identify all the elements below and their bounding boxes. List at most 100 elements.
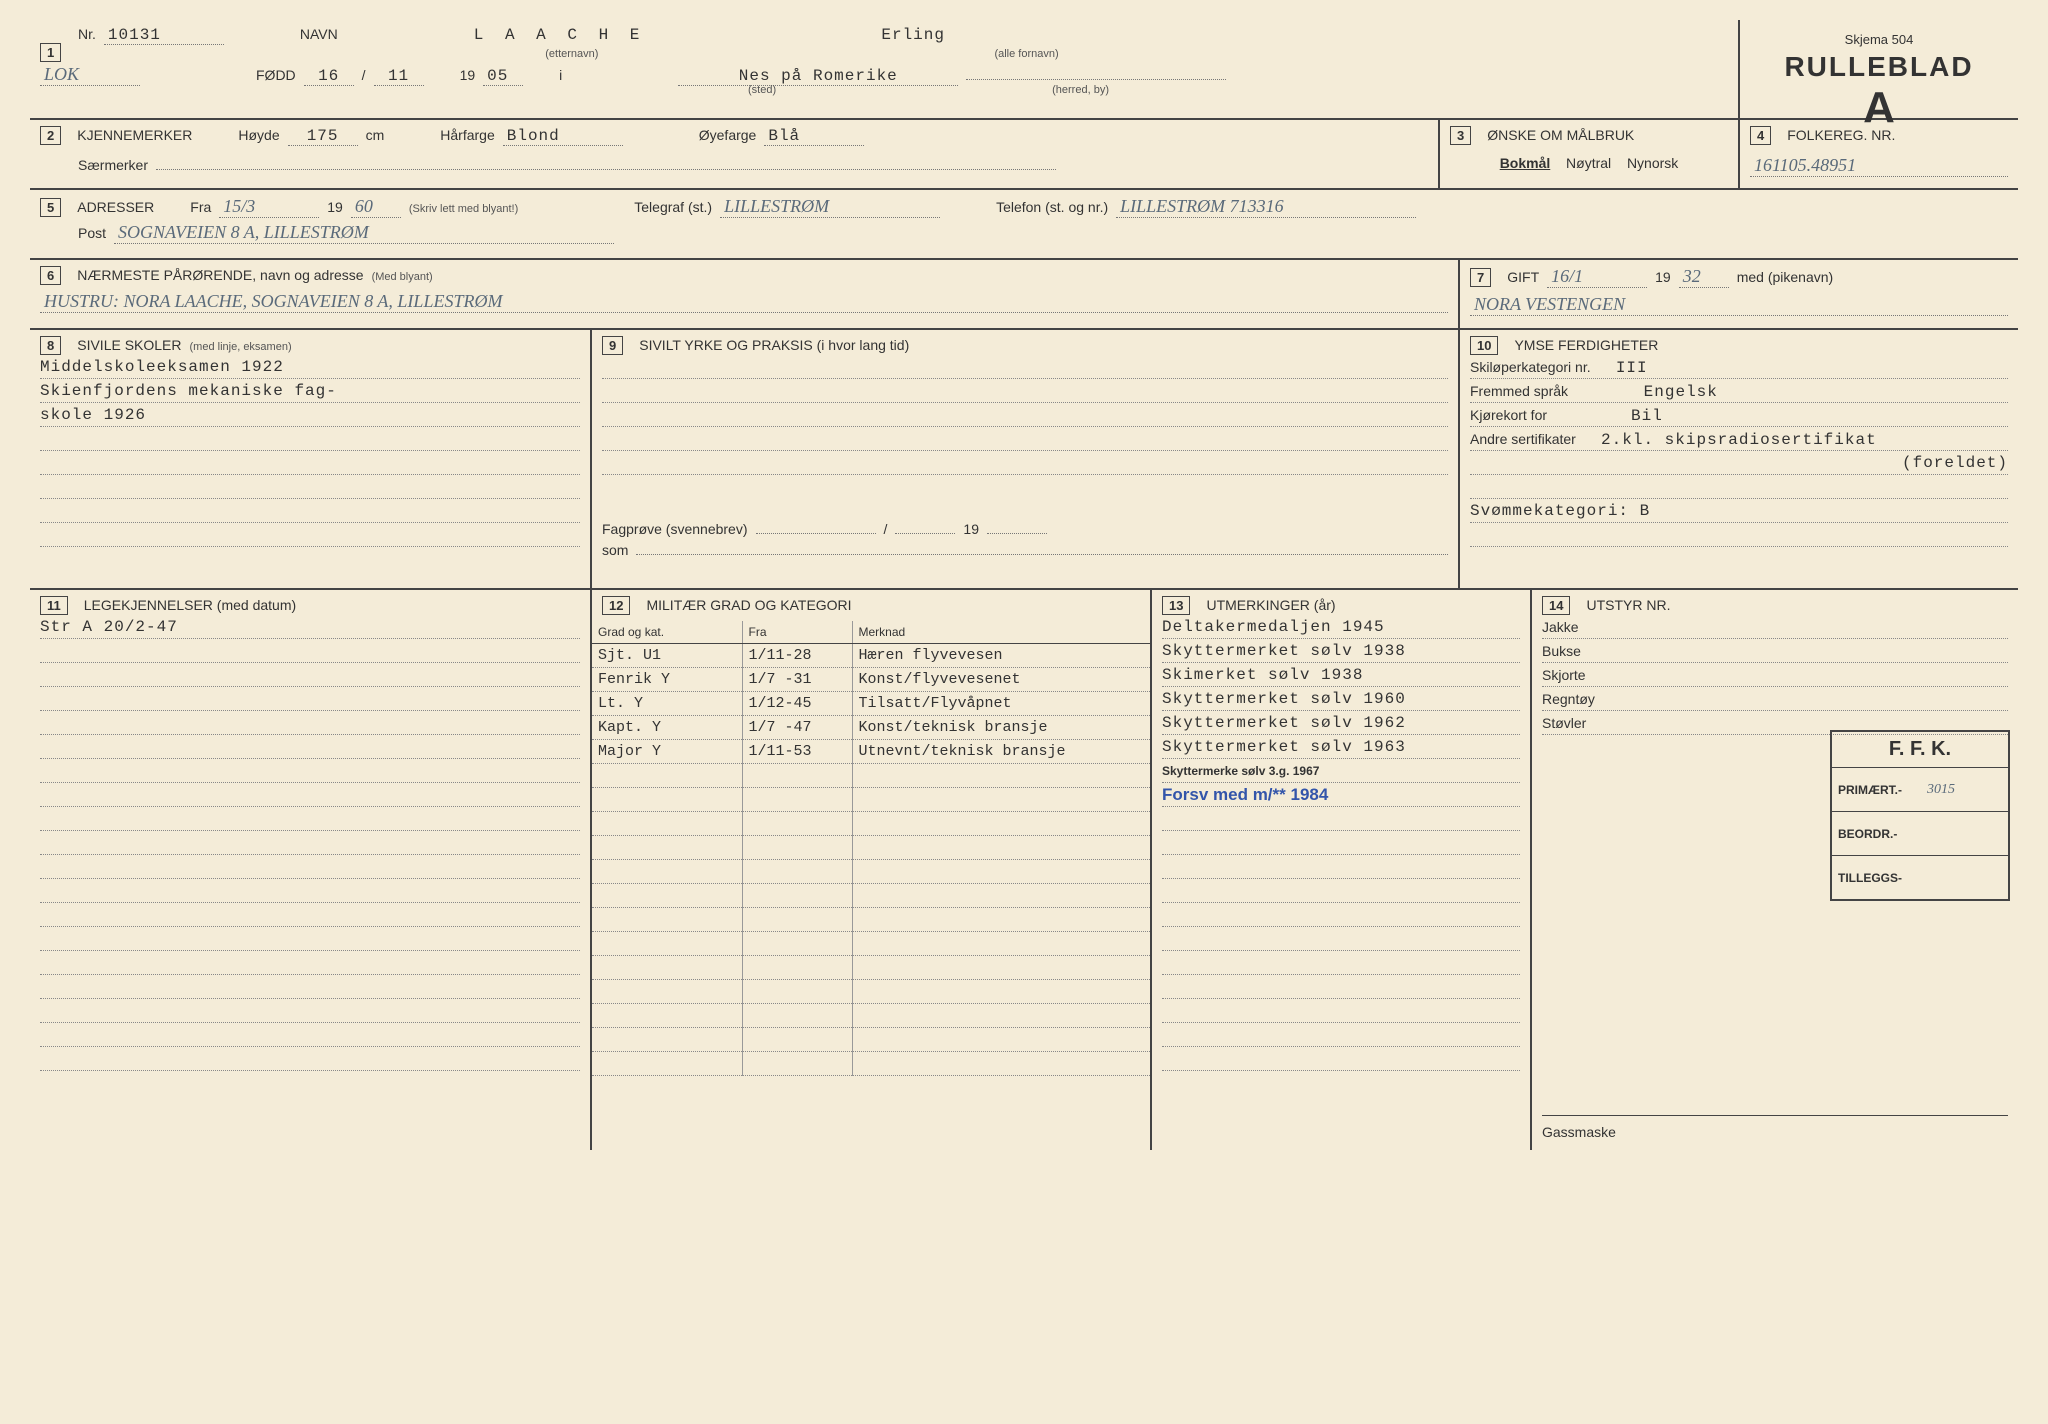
skjema: Skjema 504 — [1748, 32, 2010, 47]
oye-l: Øyefarge — [699, 127, 757, 143]
s6-note: (Med blyant) — [372, 271, 433, 283]
y19: 19 — [963, 521, 979, 537]
nr-label: Nr. — [78, 26, 96, 42]
tlf-l: Telefon (st. og nr.) — [996, 199, 1108, 215]
row-11-14: 11 LEGEKJENNELSER (med datum) Str A 20/2… — [30, 590, 2018, 1150]
th-fra: Fra — [742, 621, 852, 644]
med-l: med (pikenavn) — [1737, 269, 1834, 285]
post: SOGNAVEIEN 8 A, LILLESTRØM — [114, 222, 614, 244]
post-l: Post — [78, 225, 106, 241]
sted: Nes på Romerike — [678, 67, 958, 86]
s13-title: UTMERKINGER (år) — [1206, 597, 1335, 613]
box-9: 9 — [602, 336, 623, 355]
s3-bokmal: Bokmål — [1500, 155, 1551, 171]
fornavn-sub: (alle fornavn) — [994, 48, 1058, 60]
folkereg-nr: 161105.48951 — [1750, 155, 2008, 177]
box-12: 12 — [602, 596, 630, 615]
fodd-month: 11 — [374, 67, 424, 86]
som-l: som — [602, 542, 628, 558]
s7-val: NORA VESTENGEN — [1470, 294, 2008, 316]
s5-y: 60 — [351, 196, 401, 218]
fag-l: Fagprøve (svennebrev) — [602, 521, 748, 537]
section-10: 10 YMSE FERDIGHETER Skiløperkategori nr.… — [1458, 330, 2018, 588]
box-6: 6 — [40, 266, 61, 285]
section-2: 2 KJENNEMERKER Høyde 175 cm Hårfarge Blo… — [30, 120, 1438, 188]
s8-r0: Middelskoleeksamen 1922 — [40, 355, 580, 379]
s6-title: NÆRMESTE PÅRØRENDE, navn og adresse — [77, 267, 363, 283]
saer-l: Særmerker — [78, 157, 148, 173]
s8-title: SIVILE SKOLER — [77, 337, 181, 353]
tlf: LILLESTRØM 713316 — [1116, 196, 1416, 218]
row-8-10: 8 SIVILE SKOLER (med linje, eksamen) Mid… — [30, 330, 2018, 590]
box-8: 8 — [40, 336, 61, 355]
har: Blond — [503, 127, 623, 146]
box-10: 10 — [1470, 336, 1498, 355]
s3-title: ØNSKE OM MÅLBRUK — [1487, 127, 1634, 143]
s5-title: ADRESSER — [77, 199, 154, 215]
fodd-label: FØDD — [256, 67, 296, 83]
s7-y19: 19 — [1655, 269, 1671, 285]
section-14: 14 UTSTYR NR. Jakke Bukse Skjorte Regntø… — [1530, 590, 2018, 1150]
section-11: 11 LEGEKJENNELSER (med datum) Str A 20/2… — [30, 590, 590, 1150]
herred-sub: (herred, by) — [1052, 84, 1109, 96]
section-6: 6 NÆRMESTE PÅRØRENDE, navn og adresse (M… — [30, 260, 1458, 328]
fodd-day: 16 — [304, 67, 354, 86]
box-7: 7 — [1470, 268, 1491, 287]
s6-val: HUSTRU: NORA LAACHE, SOGNAVEIEN 8 A, LIL… — [40, 291, 1448, 313]
s8-sub: (med linje, eksamen) — [190, 341, 292, 353]
fra-l: Fra — [190, 199, 211, 215]
slash: / — [884, 521, 888, 537]
box-2: 2 — [40, 126, 61, 145]
s8-r1: Skienfjordens mekaniske fag- — [40, 379, 580, 403]
s8-r2: skole 1926 — [40, 403, 580, 427]
ffk-title: F. F. K. — [1832, 732, 2008, 767]
s11-r1: Str A 20/2-47 — [40, 615, 580, 639]
section-4: 4 FOLKEREG. NR. 161105.48951 — [1738, 120, 2018, 188]
s3-nynorsk: Nynorsk — [1627, 155, 1678, 171]
s7-title: GIFT — [1507, 269, 1539, 285]
s7-y: 32 — [1679, 266, 1729, 288]
box-4: 4 — [1750, 126, 1771, 145]
section-7: 7 GIFT 16/1 19 32 med (pikenavn) NORA VES… — [1458, 260, 2018, 328]
th-merknad: Merknad — [852, 621, 1150, 644]
th-grad: Grad og kat. — [592, 621, 742, 644]
hoyde: 175 — [288, 127, 358, 146]
navn-label: NAVN — [300, 26, 338, 42]
cm: cm — [366, 127, 385, 143]
s5-note: (Skriv lett med blyant!) — [409, 203, 518, 215]
section-9: 9 SIVILT YRKE OG PRAKSIS (i hvor lang ti… — [590, 330, 1458, 588]
etternavn-sub: (etternavn) — [545, 48, 598, 60]
section-13: 13 UTMERKINGER (år) Deltakermedaljen 194… — [1150, 590, 1530, 1150]
form-title: RULLEBLAD — [1748, 51, 2010, 83]
fodd-year: 05 — [483, 67, 523, 86]
box-14: 14 — [1542, 596, 1570, 615]
sted-sub: (sted) — [748, 84, 776, 96]
gassmaske: Gassmaske — [1542, 1124, 1616, 1140]
s9-title: SIVILT YRKE OG PRAKSIS (i hvor lang tid) — [639, 337, 909, 353]
etternavn: L A A C H E — [474, 26, 646, 44]
i-label: i — [559, 67, 562, 83]
rulleblad-card: Nr. 10131 NAVN L A A C H E Erling 1 (ett… — [30, 20, 2018, 1404]
box-1: 1 — [40, 43, 61, 62]
oye: Blå — [764, 127, 864, 146]
fra: 15/3 — [219, 196, 319, 218]
section-8: 8 SIVILE SKOLER (med linje, eksamen) Mid… — [30, 330, 590, 588]
section-12: 12 MILITÆR GRAD OG KATEGORI Grad og kat.… — [590, 590, 1150, 1150]
section-1: Nr. 10131 NAVN L A A C H E Erling 1 (ett… — [30, 20, 1738, 118]
s11-title: LEGEKJENNELSER (med datum) — [84, 597, 296, 613]
s3-noytral: Nøytral — [1558, 155, 1619, 171]
s10-title: YMSE FERDIGHETER — [1514, 337, 1658, 353]
box-5: 5 — [40, 198, 61, 217]
section-5: 5 ADRESSER Fra 15/3 1960 (Skriv lett med… — [30, 190, 2018, 260]
box-13: 13 — [1162, 596, 1190, 615]
s13-extra: Skyttermerke sølv 3.g. 1967 — [1162, 759, 1520, 783]
box-11: 11 — [40, 596, 68, 615]
s13-stamp: Forsv med m/** 1984 — [1162, 783, 1520, 807]
lok: LOK — [40, 64, 140, 86]
s4-title: FOLKEREG. NR. — [1787, 127, 1895, 143]
tel: LILLESTRØM — [720, 196, 940, 218]
box-3: 3 — [1450, 126, 1471, 145]
grad-table: Grad og kat. Fra Merknad Sjt. U11/11-28H… — [592, 621, 1150, 1076]
s7-date: 16/1 — [1547, 266, 1647, 288]
row-6-7: 6 NÆRMESTE PÅRØRENDE, navn og adresse (M… — [30, 260, 2018, 330]
